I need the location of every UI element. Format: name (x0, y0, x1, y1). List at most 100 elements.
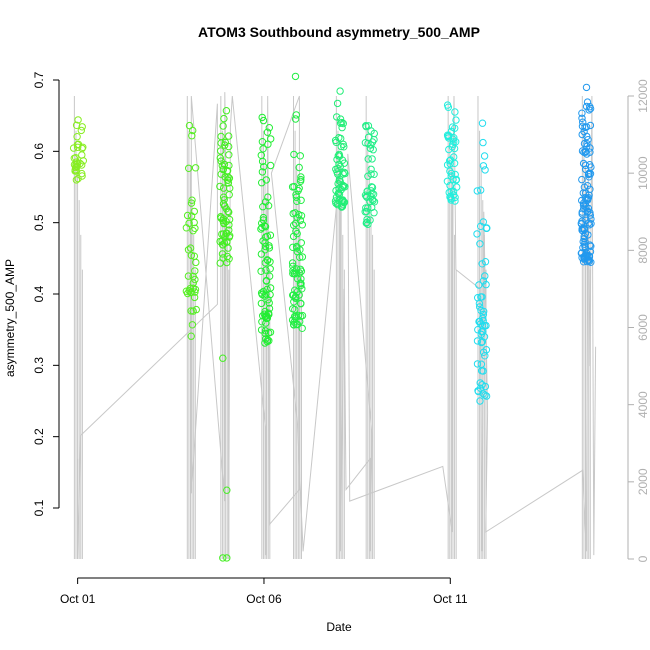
data-point (257, 326, 266, 334)
point-cluster (69, 116, 88, 184)
data-point (367, 127, 375, 135)
y2-tick-label: 10000 (636, 156, 650, 190)
data-point (224, 244, 232, 252)
data-point (190, 218, 198, 227)
data-point (474, 294, 482, 302)
data-point (292, 191, 300, 199)
data-point (185, 164, 193, 173)
data-point (259, 312, 267, 320)
data-point (476, 384, 485, 392)
data-point (261, 246, 269, 254)
data-point (585, 191, 593, 199)
data-point (443, 101, 452, 109)
point-cluster (577, 83, 595, 266)
data-point (580, 254, 588, 262)
data-point (188, 132, 196, 140)
data-point (298, 221, 306, 229)
data-point (261, 339, 269, 347)
data-point (479, 348, 488, 356)
data-point (297, 239, 305, 247)
data-point (480, 152, 489, 160)
data-point (77, 126, 86, 135)
data-point (220, 114, 228, 123)
data-point-outlier (72, 176, 81, 184)
data-point (225, 174, 234, 182)
data-point (335, 190, 344, 198)
data-point (451, 197, 459, 205)
y-tick-label: 0.3 (32, 357, 46, 374)
data-point (583, 142, 591, 151)
data-point (74, 143, 82, 152)
data-point (339, 119, 347, 128)
data-point (370, 170, 378, 179)
data-point (446, 160, 454, 168)
data-point-outlier (476, 397, 484, 405)
data-point (262, 314, 271, 323)
data-point (265, 304, 274, 313)
data-point (192, 305, 201, 314)
y2-tick-label: 8000 (636, 237, 650, 264)
data-point (295, 184, 303, 193)
data-point (187, 199, 196, 207)
data-point (340, 143, 348, 151)
data-point (220, 219, 228, 228)
data-point (297, 300, 305, 308)
data-point (476, 379, 484, 387)
data-point (476, 303, 484, 311)
data-point (452, 116, 460, 124)
data-point (474, 326, 482, 334)
data-point (298, 253, 307, 261)
data-point (292, 111, 300, 119)
data-point (446, 181, 454, 190)
data-point (581, 161, 590, 170)
data-point (259, 237, 267, 245)
data-point (222, 107, 231, 115)
data-point (446, 157, 454, 165)
data-point (479, 310, 488, 319)
x-axis-label: Date (326, 620, 352, 634)
data-point (333, 99, 342, 108)
data-point (190, 293, 199, 302)
data-point (266, 231, 275, 239)
data-point (191, 224, 199, 233)
y-tick-label: 0.4 (32, 285, 46, 302)
point-cluster (257, 113, 275, 347)
data-point (261, 223, 270, 231)
data-point (585, 252, 593, 260)
data-point (291, 209, 299, 217)
data-point (477, 338, 486, 347)
data-point (292, 242, 301, 251)
data-point (448, 123, 457, 131)
data-point (361, 139, 370, 147)
data-point (72, 121, 81, 130)
data-point (217, 157, 225, 165)
data-point (291, 294, 300, 302)
y-axis-label: asymmetry_500_AMP (3, 259, 17, 377)
data-point (482, 280, 490, 289)
data-point (223, 252, 232, 261)
data-point (184, 246, 193, 254)
data-point (451, 108, 459, 116)
data-point (446, 156, 455, 164)
data-point (364, 204, 372, 212)
y-tick-label: 0.7 (32, 71, 46, 88)
data-point (473, 187, 481, 195)
data-point (336, 119, 345, 127)
data-point-outlier (291, 72, 300, 81)
data-point (182, 224, 191, 232)
data-point (78, 151, 86, 159)
data-point (579, 258, 588, 266)
point-cluster (443, 101, 461, 205)
data-point (368, 155, 376, 163)
data-point (223, 167, 232, 175)
data-point (298, 324, 306, 332)
points-layer (69, 72, 595, 562)
data-point (265, 299, 273, 307)
data-point (74, 174, 82, 183)
data-point (478, 293, 486, 301)
data-point (218, 237, 226, 245)
data-point (297, 267, 306, 275)
data-point (264, 202, 273, 210)
data-point (478, 119, 487, 127)
data-point (291, 305, 299, 314)
